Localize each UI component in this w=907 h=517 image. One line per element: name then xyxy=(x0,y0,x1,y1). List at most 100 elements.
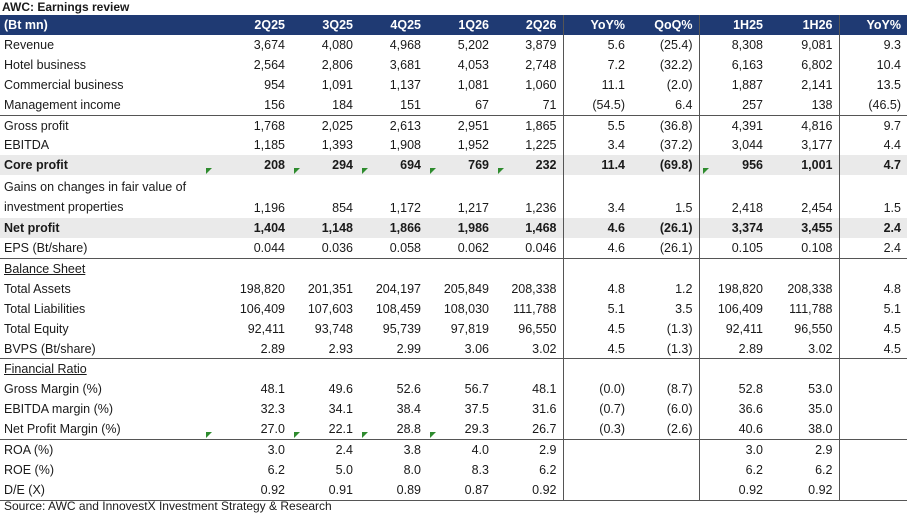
cell-value: 0.108 xyxy=(801,241,833,256)
cell-value: 208,338 xyxy=(787,281,833,296)
cell-value: 294 xyxy=(291,155,359,176)
cell-value xyxy=(291,258,359,279)
cell-value: 1,236 xyxy=(525,201,557,216)
cell-value: 5.5 xyxy=(562,114,631,136)
cell-value xyxy=(562,358,631,380)
cell-value: 3.02 xyxy=(808,341,833,356)
comment-marker-icon xyxy=(702,168,709,175)
cell-value: 9.3 xyxy=(838,35,907,55)
cell-value: 34.1 xyxy=(328,402,353,417)
cell-value: 48.1 xyxy=(260,382,285,397)
table-row: Total Assets 198,820 201,351 204,197 205,849… xyxy=(0,278,907,299)
cell-value: 2.89 xyxy=(698,338,769,359)
cell-value: 3.0 xyxy=(698,439,769,460)
cell-value: 3.8 xyxy=(359,439,427,460)
cell-value: 7.2 xyxy=(562,54,631,75)
cell-value xyxy=(838,399,907,420)
row-label-text: (Bt mn) xyxy=(4,18,48,32)
cell-value: 3,879 xyxy=(525,37,557,52)
cell-value: 56.7 xyxy=(464,382,489,397)
cell-value: 95,739 xyxy=(382,321,421,336)
column-header: 2Q26 xyxy=(495,15,563,35)
cell-value: 184 xyxy=(332,97,353,112)
comment-marker-icon xyxy=(294,168,300,175)
cell-value: (0.7) xyxy=(562,399,631,420)
cell-value xyxy=(631,358,699,380)
cell-value: 3.4 xyxy=(562,175,631,219)
row-label-text: Management income xyxy=(4,97,121,112)
comment-marker-icon xyxy=(362,168,368,175)
cell-value: 3,455 xyxy=(769,218,839,239)
cell-value: 0.105 xyxy=(698,238,769,259)
cell-value: 32.3 xyxy=(260,402,285,417)
cell-value: 4,053 xyxy=(457,57,489,72)
table-row: Financial Ratio xyxy=(0,358,907,380)
cell-value: 96,550 xyxy=(518,321,557,336)
cell-value xyxy=(562,459,631,480)
row-label: Gross profit xyxy=(0,114,203,136)
cell-value: 232 xyxy=(495,155,563,176)
cell-value xyxy=(203,358,291,380)
cell-value: 4,968 xyxy=(389,37,421,52)
cell-value: 156 xyxy=(264,97,285,112)
cell-value: 4.5 xyxy=(562,318,631,339)
cell-value: (26.1) xyxy=(631,218,699,239)
cell-value: 201,351 xyxy=(307,281,353,296)
cell-value: 6,163 xyxy=(698,54,769,75)
row-label-text: EPS (Bt/share) xyxy=(4,241,88,256)
cell-value: 151 xyxy=(400,97,421,112)
earnings-table: (Bt mn) 2Q25 3Q25 4Q25 1Q26 2Q26 YoY% QoQ% 1H25 1… xyxy=(0,15,907,501)
cell-value: 1,768 xyxy=(203,114,291,136)
cell-value: 108,030 xyxy=(443,301,489,316)
cell-value xyxy=(698,358,769,380)
row-label: Net profit xyxy=(0,218,203,239)
cell-value xyxy=(838,439,907,460)
cell-value: 11.4 xyxy=(562,155,631,176)
cell-value xyxy=(427,358,495,380)
comment-marker-icon xyxy=(294,432,300,439)
column-header: 1H26 xyxy=(769,15,839,35)
cell-value: 31.6 xyxy=(532,402,557,417)
cell-value: 3,681 xyxy=(389,57,421,72)
cell-value: 0.91 xyxy=(291,479,359,501)
cell-value: 4,080 xyxy=(321,37,353,52)
cell-value: 1,060 xyxy=(525,77,557,92)
cell-value xyxy=(838,258,907,279)
cell-value: 1,468 xyxy=(495,218,563,239)
cell-value: 2,564 xyxy=(253,57,285,72)
cell-value: 107,603 xyxy=(307,301,353,316)
cell-value: 1,217 xyxy=(457,201,489,216)
table-row: Commercial business 954 1,091 1,137 1,081 1,0… xyxy=(0,74,907,95)
comment-marker-icon xyxy=(430,168,436,175)
cell-value: 52.6 xyxy=(396,382,421,397)
cell-value: 6.2 xyxy=(698,459,769,480)
cell-value: 3,374 xyxy=(698,218,769,239)
cell-value: 1,091 xyxy=(321,77,353,92)
cell-value: (69.8) xyxy=(631,155,699,176)
row-label: Core profit xyxy=(0,155,203,176)
cell-value: 1,137 xyxy=(389,77,421,92)
cell-value: (0.3) xyxy=(562,419,631,440)
row-label: Total Liabilities xyxy=(0,299,203,319)
cell-value xyxy=(698,258,769,279)
row-label: Revenue xyxy=(0,35,203,55)
cell-value: 4.5 xyxy=(562,338,631,359)
cell-value xyxy=(631,460,699,480)
row-label: Gains on changes in fair value of invest… xyxy=(0,175,203,218)
row-label: Management income xyxy=(0,95,203,115)
source-note: Source: AWC and InnovestX Investment Str… xyxy=(4,499,332,513)
cell-value xyxy=(495,358,563,380)
cell-value: 3,044 xyxy=(698,135,769,156)
cell-value: 5.1 xyxy=(838,298,907,319)
cell-value: 956 xyxy=(698,155,769,176)
cell-value: 71 xyxy=(542,97,557,112)
cell-value: 0.92 xyxy=(203,479,291,501)
cell-value: 40.6 xyxy=(698,419,769,440)
cell-value xyxy=(769,258,839,279)
cell-value: 0.92 xyxy=(769,479,839,501)
cell-value: 6.2 xyxy=(815,462,833,477)
cell-value: 3.02 xyxy=(532,341,557,356)
cell-value: 22.1 xyxy=(291,419,359,439)
table-row: Net Profit Margin (%) 27.0 22.1 28.8 29.3 26.… xyxy=(0,419,907,440)
cell-value: 2,418 xyxy=(698,175,769,219)
